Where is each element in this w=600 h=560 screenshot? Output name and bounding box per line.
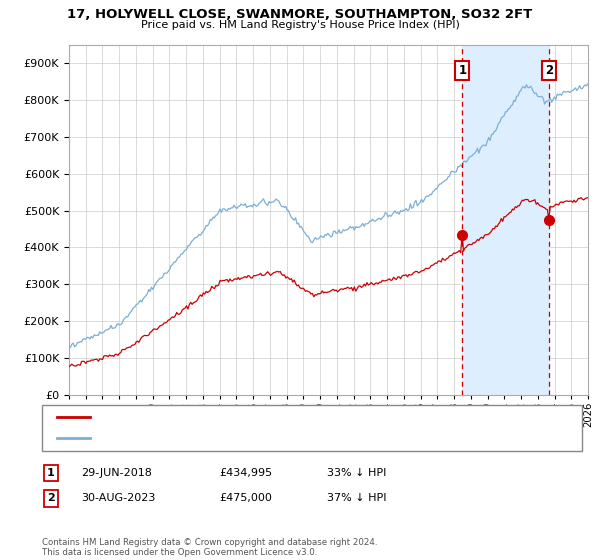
Text: 37% ↓ HPI: 37% ↓ HPI — [327, 493, 386, 503]
Text: 33% ↓ HPI: 33% ↓ HPI — [327, 468, 386, 478]
Text: 17, HOLYWELL CLOSE, SWANMORE, SOUTHAMPTON, SO32 2FT (detached house): 17, HOLYWELL CLOSE, SWANMORE, SOUTHAMPTO… — [97, 412, 499, 422]
Text: 1: 1 — [47, 468, 55, 478]
Text: £475,000: £475,000 — [219, 493, 272, 503]
Text: 2: 2 — [545, 64, 553, 77]
Text: Price paid vs. HM Land Registry's House Price Index (HPI): Price paid vs. HM Land Registry's House … — [140, 20, 460, 30]
Text: 2: 2 — [47, 493, 55, 503]
Bar — [463, 45, 549, 395]
Text: 29-JUN-2018: 29-JUN-2018 — [81, 468, 152, 478]
Text: 1: 1 — [458, 64, 466, 77]
Text: 30-AUG-2023: 30-AUG-2023 — [81, 493, 155, 503]
Text: Contains HM Land Registry data © Crown copyright and database right 2024.
This d: Contains HM Land Registry data © Crown c… — [42, 538, 377, 557]
Text: 17, HOLYWELL CLOSE, SWANMORE, SOUTHAMPTON, SO32 2FT: 17, HOLYWELL CLOSE, SWANMORE, SOUTHAMPTO… — [67, 8, 533, 21]
Text: £434,995: £434,995 — [219, 468, 272, 478]
Text: HPI: Average price, detached house, Winchester: HPI: Average price, detached house, Winc… — [97, 433, 338, 444]
